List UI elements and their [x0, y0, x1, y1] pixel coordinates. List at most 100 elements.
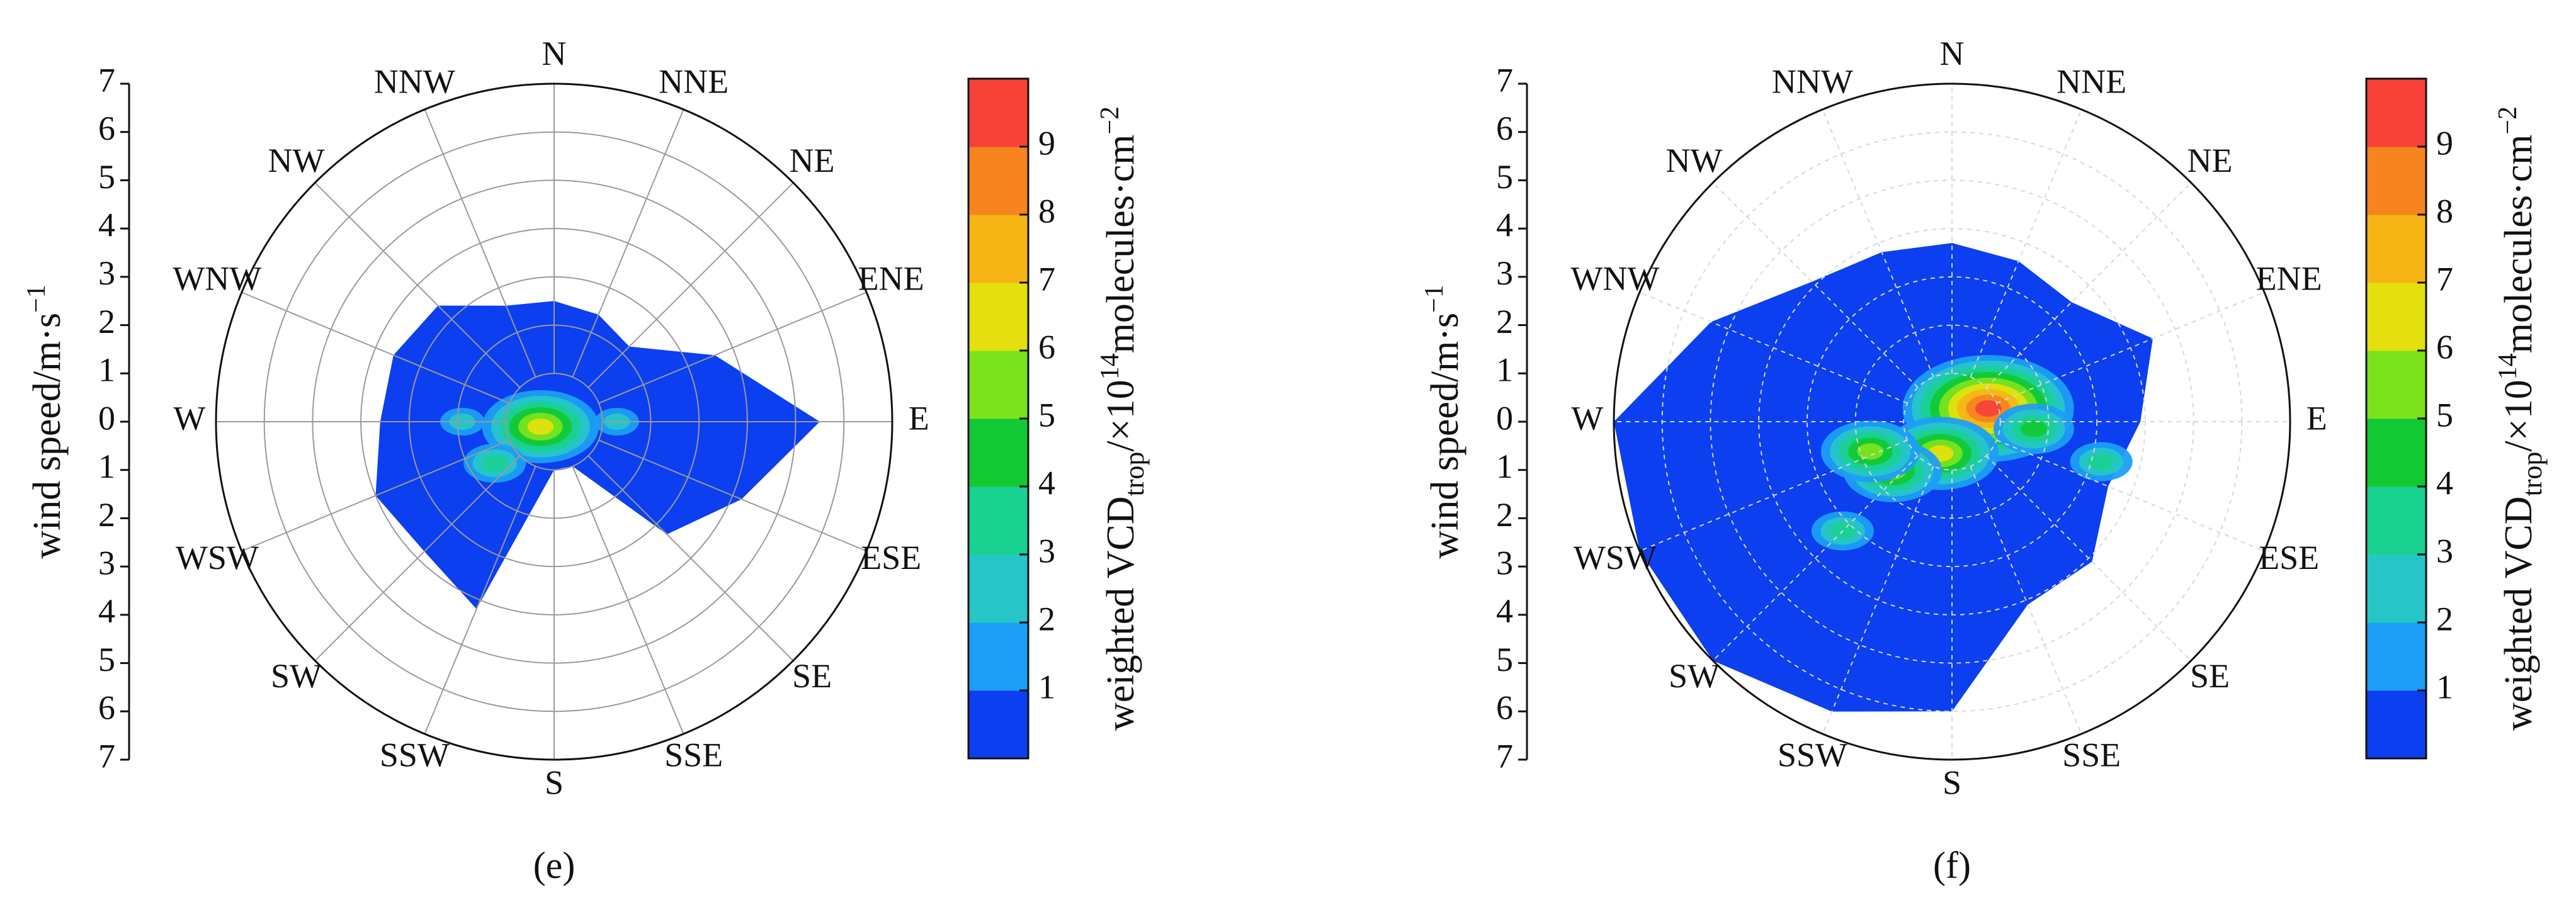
- spoke-ENE: [1996, 291, 2265, 404]
- spoke-SW: [1712, 455, 1919, 661]
- spoke-WNW: [1639, 291, 1908, 404]
- colorbar-segment-0: [968, 690, 1028, 759]
- colorbar-tick-label: 6: [1038, 328, 1055, 366]
- hotspot-5-level-3: [2088, 453, 2114, 470]
- y-tick-label: 4: [98, 592, 115, 630]
- colorbar-segment-1: [2366, 622, 2426, 691]
- panel-e: N NNE NE ENE E ESE SE SSE S SSW SW WSW W WNW NW NNW 7 6 5 4…: [22, 35, 1150, 886]
- y-tick-label: 1: [98, 447, 115, 485]
- y-tick-label: 5: [98, 641, 115, 678]
- spoke-NNW: [1822, 109, 1934, 378]
- direction-label-NNE: NNE: [2057, 62, 2126, 100]
- colorbar-segment-7: [968, 215, 1028, 283]
- colorbar-tick-label: 8: [2436, 192, 2453, 230]
- colorbar-segment-4: [968, 419, 1028, 487]
- direction-label-NW: NW: [1665, 142, 1722, 179]
- y-tick-label: 0: [1496, 399, 1513, 437]
- contour-field: [375, 301, 820, 609]
- y-tick-label: 7: [1496, 737, 1513, 775]
- contour-extent: [375, 301, 820, 609]
- direction-label-E: E: [909, 399, 929, 437]
- direction-label-ENE: ENE: [2256, 260, 2322, 298]
- direction-label-NE: NE: [2187, 142, 2233, 179]
- colorbar-segment-1: [968, 622, 1028, 691]
- colorbar-tick-label: 6: [2436, 328, 2453, 366]
- y-tick-label: 3: [1496, 254, 1513, 292]
- y-axis-label: wind speed/m·s−1: [22, 284, 69, 559]
- colorbar-tick-label: 3: [2436, 532, 2453, 570]
- colorbar-segment-2: [968, 554, 1028, 623]
- colorbar-tick-label: 9: [2436, 124, 2453, 162]
- colorbar-tick-label: 5: [2436, 396, 2453, 434]
- y-tick-label: 6: [98, 110, 115, 147]
- y-tick-label: 2: [1496, 303, 1513, 340]
- colorbar-tick-label: 1: [2436, 668, 2453, 706]
- colorbar-tick-label: 3: [1038, 532, 1055, 570]
- direction-label-SSE: SSE: [2062, 736, 2121, 773]
- colorbar-segment-5: [968, 351, 1028, 419]
- colorbar-tick-label: 7: [2436, 260, 2453, 298]
- contour-field: [1614, 243, 2153, 712]
- direction-label-ENE: ENE: [858, 260, 924, 298]
- colorbar-tick-label: 2: [1038, 600, 1055, 638]
- direction-label-ESE: ESE: [861, 539, 921, 577]
- colorbar-tick-label: 5: [1038, 396, 1055, 434]
- y-tick-label: 2: [1496, 496, 1513, 534]
- colorbar-segment-9: [968, 79, 1028, 147]
- colorbar-label: weighted VCDtrop/×1014molecules·cm−2: [1096, 106, 1150, 731]
- spoke-WSW: [241, 439, 510, 552]
- grid-ring-3: [1806, 276, 2098, 568]
- spoke-NNW: [424, 109, 536, 378]
- y-tick-label: 4: [1496, 206, 1513, 244]
- direction-label-WNW: WNW: [173, 260, 261, 298]
- direction-label-WSW: WSW: [176, 539, 259, 577]
- direction-label-SW: SW: [271, 657, 322, 695]
- y-tick-label: 7: [98, 61, 115, 99]
- spoke-SSW: [424, 466, 536, 734]
- direction-label-E: E: [2306, 399, 2327, 437]
- y-tick-label: 2: [98, 303, 115, 340]
- panel-caption: (f): [1933, 845, 1971, 886]
- spoke-ENE: [598, 291, 867, 404]
- colorbar-tick-label: 2: [2436, 600, 2453, 638]
- outer-ring: [1613, 82, 2291, 761]
- direction-label-SW: SW: [1669, 657, 1720, 695]
- spoke-SSE: [1970, 466, 2082, 734]
- direction-label-N: N: [1940, 35, 1965, 72]
- colorbar-segment-0: [2366, 690, 2426, 759]
- direction-label-NE: NE: [790, 142, 835, 179]
- spoke-NNE: [1970, 109, 2082, 378]
- colorbar-segment-6: [968, 283, 1028, 351]
- direction-label-NNE: NNE: [659, 62, 729, 100]
- spoke-NNE: [572, 109, 684, 378]
- hotspot-4-level-4: [2021, 420, 2047, 437]
- hotspot-0-level-6: [527, 418, 554, 435]
- direction-label-WSW: WSW: [1574, 539, 1657, 577]
- y-tick-label: 5: [1496, 641, 1513, 678]
- y-tick-label: 6: [98, 689, 115, 727]
- colorbar-segment-6: [2366, 283, 2426, 351]
- colorbar-tick-label: 8: [1038, 192, 1055, 230]
- y-tick-label: 1: [1496, 351, 1513, 389]
- direction-label-N: N: [542, 35, 567, 72]
- y-tick-label: 1: [1496, 447, 1513, 485]
- panel-caption: (e): [533, 845, 576, 886]
- spoke-NE: [1985, 182, 2192, 388]
- colorbar-tick-label: 7: [1038, 260, 1055, 298]
- direction-label-WNW: WNW: [1570, 260, 1659, 298]
- y-axis-label: wind speed/m·s−1: [1420, 284, 1467, 559]
- y-tick-label: 3: [98, 254, 115, 292]
- spoke-SSE: [572, 466, 684, 734]
- spoke-NW: [1712, 182, 1919, 388]
- colorbar-tick-label: 9: [1038, 124, 1055, 162]
- direction-label-NW: NW: [268, 142, 324, 179]
- colorbar-segment-8: [968, 147, 1028, 215]
- y-tick-label: 3: [98, 544, 115, 582]
- spoke-SE: [587, 455, 794, 661]
- y-tick-label: 6: [1496, 689, 1513, 727]
- grid-ring-5: [1710, 179, 2194, 664]
- colorbar-label: weighted VCDtrop/×1014molecules·cm−2: [2494, 106, 2548, 731]
- colorbar-segment-4: [2366, 419, 2426, 487]
- colorbar-tick-label: 4: [2436, 464, 2453, 502]
